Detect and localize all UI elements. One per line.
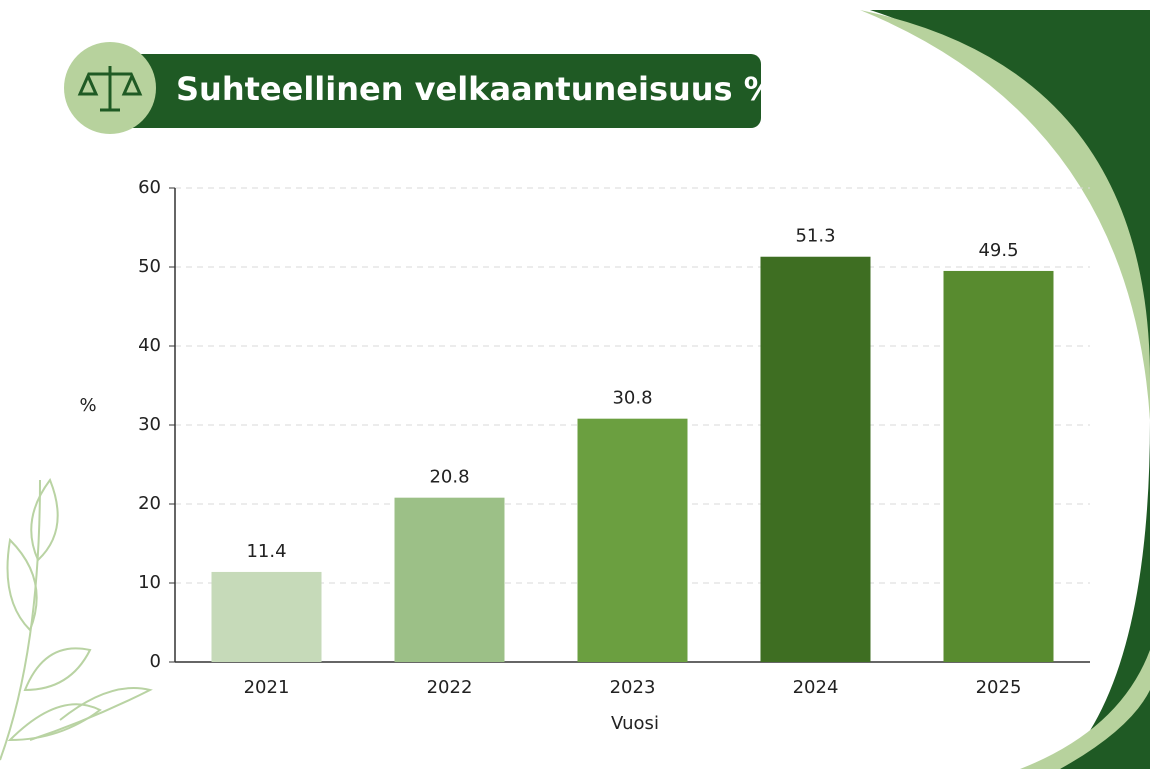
x-tick-label: 2021 [244, 677, 290, 698]
y-tick-label: 40 [138, 335, 161, 356]
x-tick-label: 2022 [427, 677, 473, 698]
bar [943, 270, 1054, 662]
y-tick-label: 10 [138, 572, 161, 593]
corner-stripe [1020, 650, 1150, 769]
data-label: 30.8 [612, 388, 652, 409]
bar [394, 497, 505, 662]
bar [577, 418, 688, 662]
bar [211, 571, 322, 662]
x-tick-label: 2023 [610, 677, 656, 698]
x-tick-label: 2025 [976, 677, 1022, 698]
y-tick-label: 50 [138, 256, 161, 277]
leaf-decoration [0, 477, 153, 761]
x-axis-label: Vuosi [611, 713, 659, 734]
y-tick-label: 0 [150, 651, 161, 672]
data-label: 20.8 [429, 467, 469, 488]
corner-stripe [860, 10, 1150, 420]
data-label: 51.3 [795, 226, 835, 247]
bar [760, 256, 871, 662]
y-tick-label: 60 [138, 177, 161, 198]
chart-title: Suhteellinen velkaantuneisuus % [176, 70, 776, 108]
corner-decoration [870, 10, 1150, 769]
title-banner [85, 54, 761, 128]
data-label: 49.5 [978, 240, 1018, 261]
y-axis-label: % [79, 395, 96, 416]
y-tick-label: 30 [138, 414, 161, 435]
y-tick-label: 20 [138, 493, 161, 514]
data-label: 11.4 [246, 541, 286, 562]
scale-icon [77, 66, 143, 112]
x-tick-label: 2024 [793, 677, 839, 698]
